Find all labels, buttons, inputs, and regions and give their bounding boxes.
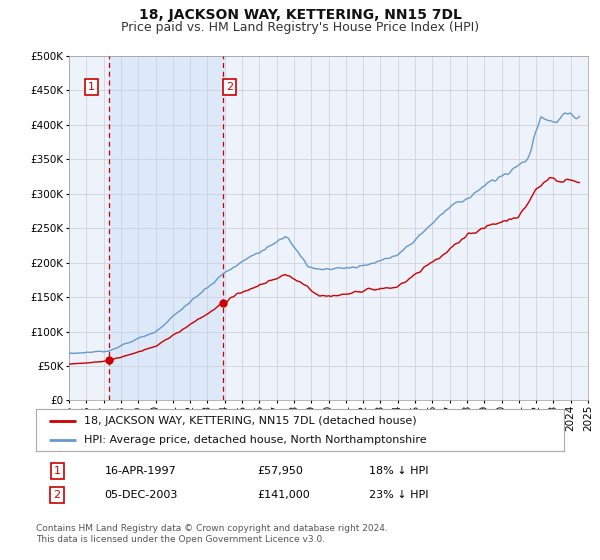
Text: £57,950: £57,950 — [258, 466, 304, 476]
Text: 23% ↓ HPI: 23% ↓ HPI — [368, 490, 428, 500]
Text: 05-DEC-2003: 05-DEC-2003 — [104, 490, 178, 500]
Text: HPI: Average price, detached house, North Northamptonshire: HPI: Average price, detached house, Nort… — [83, 435, 426, 445]
Text: £141,000: £141,000 — [258, 490, 311, 500]
Text: Contains HM Land Registry data © Crown copyright and database right 2024.
This d: Contains HM Land Registry data © Crown c… — [36, 524, 388, 544]
Text: Price paid vs. HM Land Registry's House Price Index (HPI): Price paid vs. HM Land Registry's House … — [121, 21, 479, 34]
Text: 18, JACKSON WAY, KETTERING, NN15 7DL: 18, JACKSON WAY, KETTERING, NN15 7DL — [139, 8, 461, 22]
Text: 16-APR-1997: 16-APR-1997 — [104, 466, 176, 476]
Text: 2: 2 — [226, 82, 233, 92]
Text: 2: 2 — [53, 490, 61, 500]
Text: 18, JACKSON WAY, KETTERING, NN15 7DL (detached house): 18, JACKSON WAY, KETTERING, NN15 7DL (de… — [83, 416, 416, 426]
Text: 18% ↓ HPI: 18% ↓ HPI — [368, 466, 428, 476]
Text: 1: 1 — [88, 82, 95, 92]
Bar — [109, 56, 223, 400]
Text: 1: 1 — [53, 466, 61, 476]
